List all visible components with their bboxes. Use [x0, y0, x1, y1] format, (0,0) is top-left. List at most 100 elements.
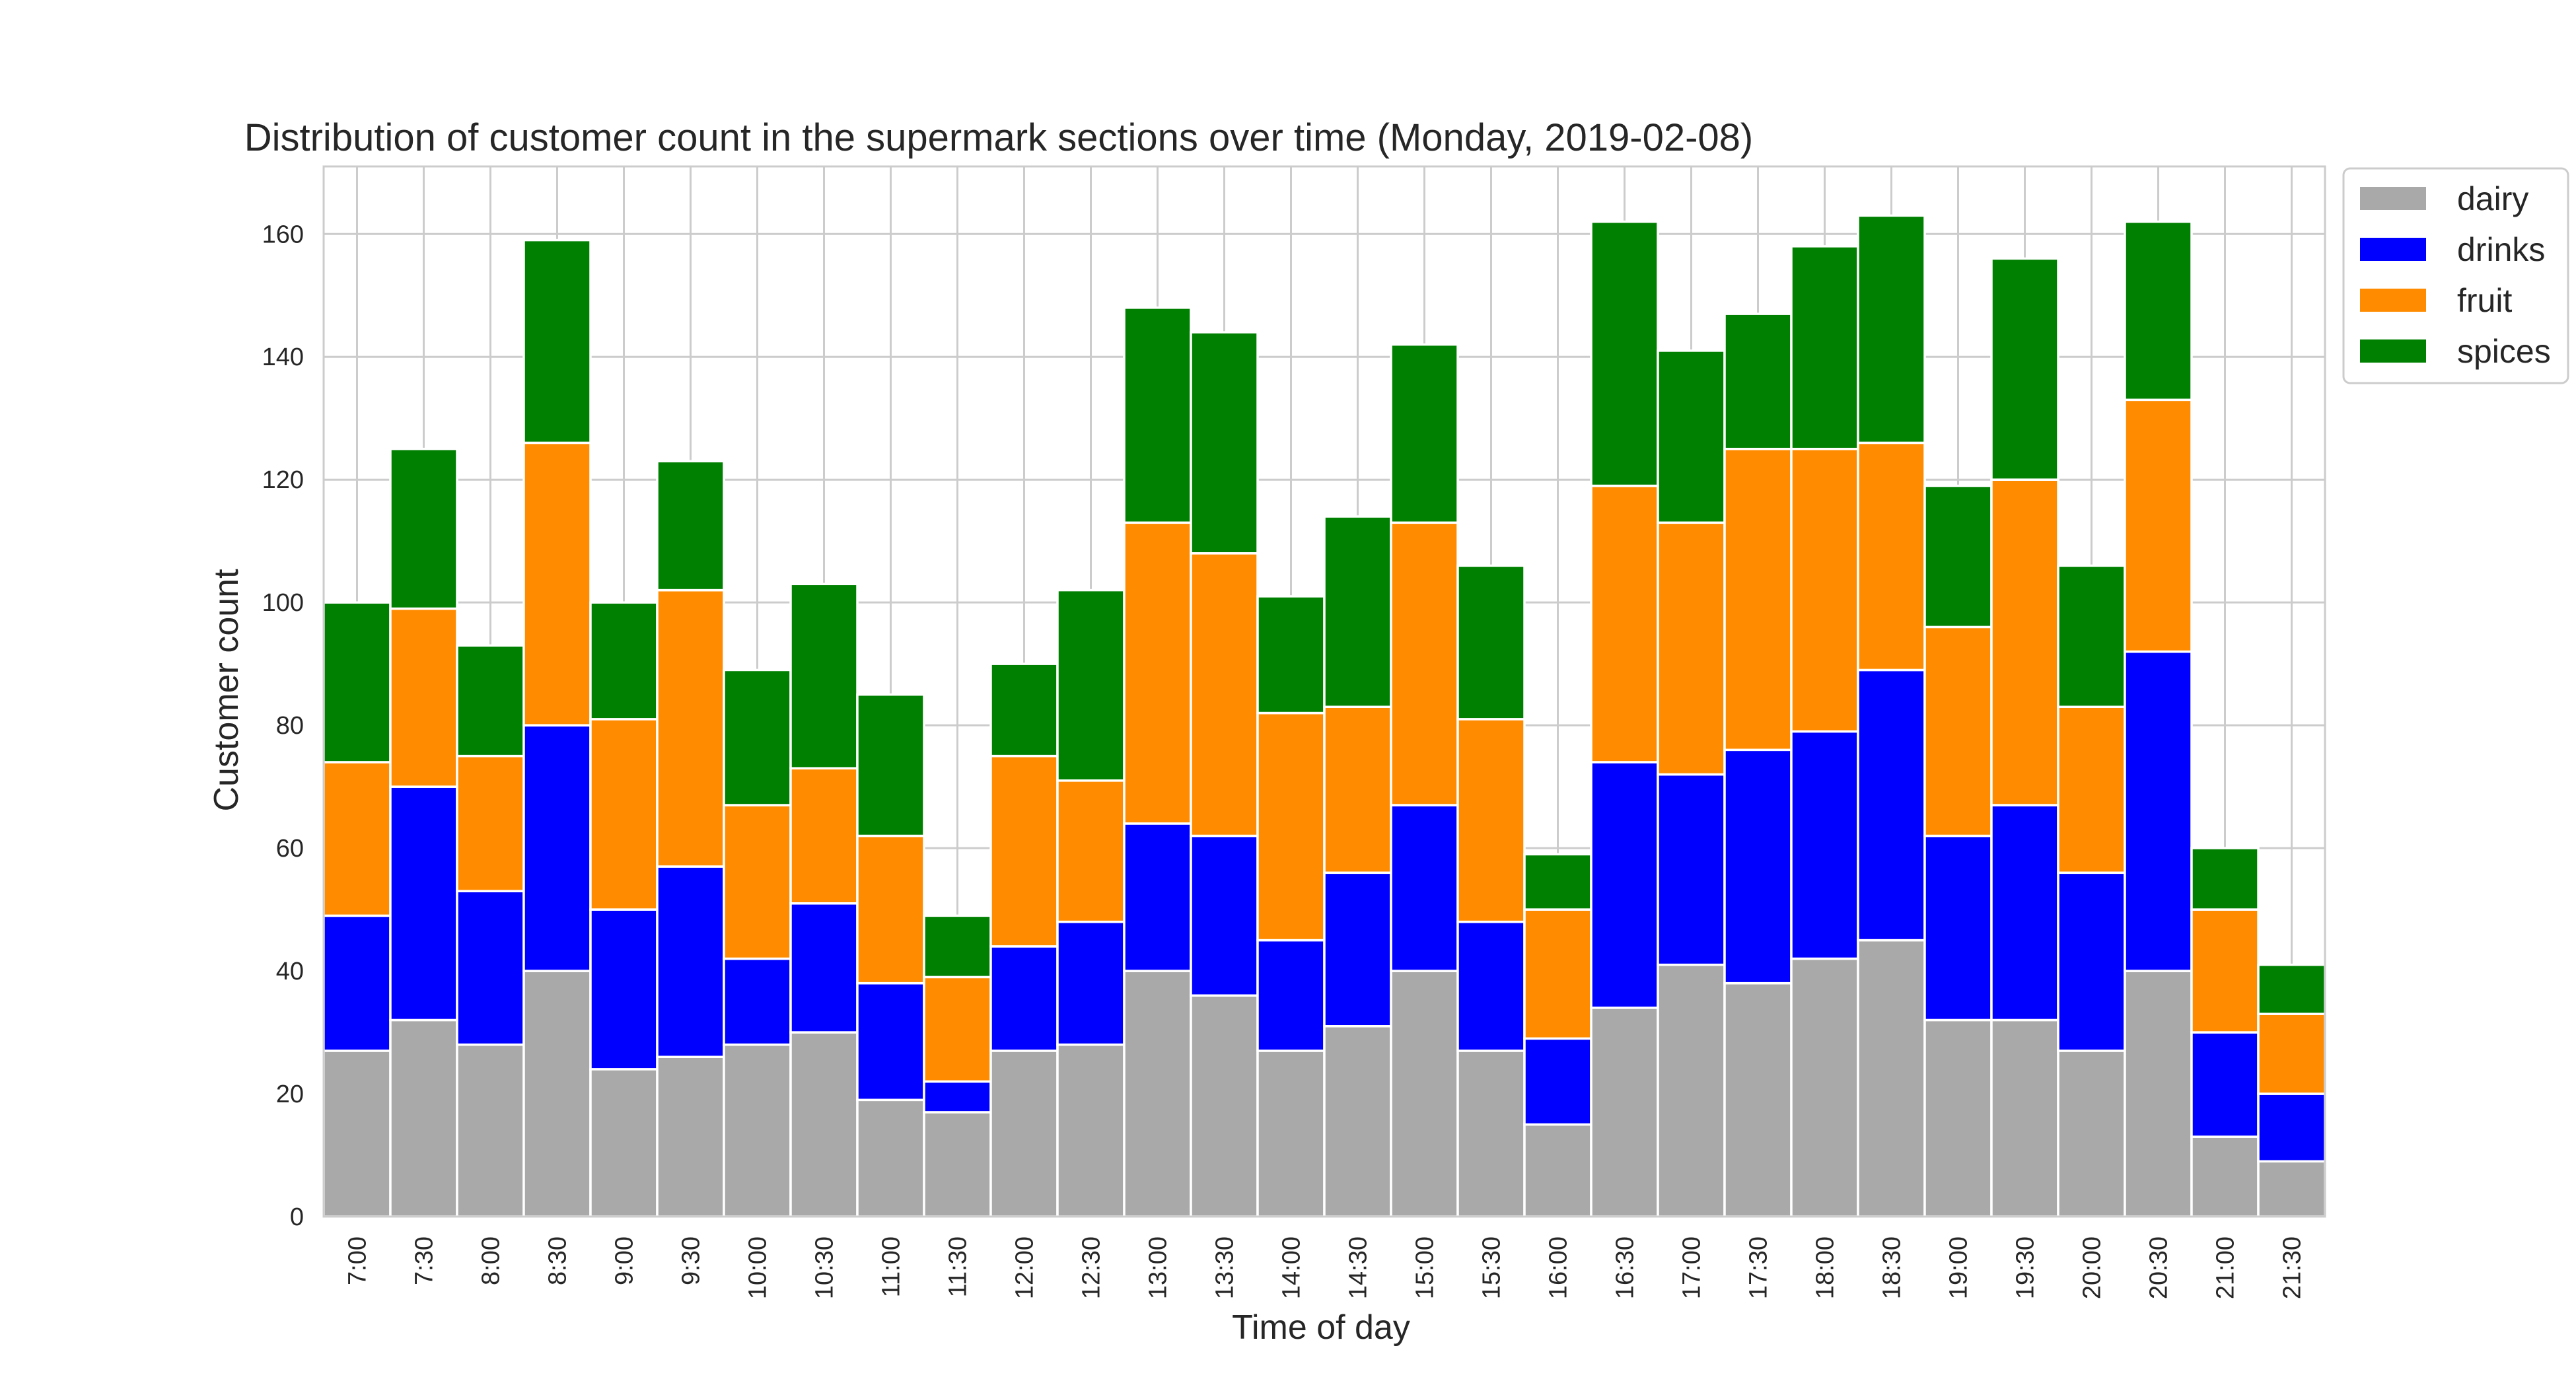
x-tick-label: 10:30	[811, 1236, 839, 1299]
y-tick-label: 0	[290, 1203, 304, 1231]
bar-spices	[989, 662, 1059, 758]
bar-spices	[656, 460, 725, 592]
bar-dairy	[1790, 957, 1859, 1218]
x-tick-label: 11:00	[878, 1236, 906, 1297]
bar-spices	[856, 693, 925, 837]
bar-spices	[1256, 595, 1326, 715]
legend-label-fruit: fruit	[2457, 282, 2512, 319]
bar-dairy	[856, 1098, 925, 1218]
bar-dairy	[1256, 1049, 1326, 1218]
bar-dairy	[1657, 964, 1726, 1218]
bar-fruit	[1923, 625, 1993, 837]
bar-fruit	[656, 588, 725, 868]
bar-spices	[1790, 245, 1859, 450]
bar-drinks	[2124, 650, 2193, 972]
bar-dairy	[1456, 1049, 1526, 1218]
bar-spices	[389, 447, 458, 610]
bar-drinks	[789, 902, 859, 1034]
x-tick-label: 15:00	[1412, 1236, 1439, 1299]
y-axis-label: Customer count	[207, 569, 246, 812]
bar-drinks	[1923, 834, 1993, 1022]
bar-dairy	[2257, 1160, 2326, 1218]
bar-drinks	[1190, 834, 1259, 997]
x-tick-label: 7:00	[344, 1236, 372, 1285]
bar-drinks	[1857, 668, 1926, 942]
bar-spices	[1523, 853, 1592, 911]
bar-drinks	[1723, 748, 1793, 985]
x-tick-label: 12:00	[1011, 1236, 1039, 1299]
legend-swatch-spices	[2360, 339, 2426, 363]
x-tick-label: 16:00	[1545, 1236, 1573, 1299]
bar-drinks	[1123, 822, 1192, 972]
bar-spices	[456, 644, 525, 758]
x-axis-label: Time of day	[1232, 1308, 1410, 1347]
bar-dairy	[656, 1055, 725, 1218]
x-tick-label: 9:30	[678, 1236, 705, 1285]
chart-title: Distribution of customer count in the su…	[244, 116, 1754, 159]
bar-fruit	[2057, 705, 2126, 874]
bar-dairy	[1590, 1007, 1659, 1218]
bar-spices	[1123, 306, 1192, 524]
x-tick-label: 11:30	[945, 1236, 972, 1297]
bar-fruit	[322, 761, 392, 917]
bar-dairy	[2190, 1135, 2260, 1218]
bar-spices	[1990, 257, 2059, 481]
plot-area-frame	[322, 165, 2326, 1218]
y-tick-label: 80	[276, 712, 304, 740]
y-tick-label: 40	[276, 958, 304, 985]
bar-spices	[2190, 847, 2260, 911]
bar-spices	[923, 914, 992, 979]
bar-fruit	[989, 754, 1059, 948]
bar-drinks	[1590, 761, 1659, 1009]
bar-fruit	[589, 718, 659, 911]
bar-fruit	[389, 607, 458, 788]
bar-dairy	[1923, 1018, 1993, 1218]
x-tick-label: 20:30	[2145, 1236, 2173, 1299]
bar-fruit	[1056, 779, 1126, 923]
x-tick-label: 9:00	[611, 1236, 639, 1285]
bar-drinks	[989, 945, 1059, 1052]
bar-spices	[1190, 331, 1259, 555]
x-tick-label: 12:30	[1078, 1236, 1106, 1299]
y-tick-label: 120	[262, 466, 304, 494]
legend-swatch-fruit	[2360, 289, 2426, 312]
bar-spices	[1723, 312, 1793, 450]
bar-drinks	[923, 1080, 992, 1114]
bar-dairy	[723, 1043, 792, 1218]
bar-spices	[2124, 220, 2193, 402]
bar-drinks	[1456, 920, 1526, 1052]
legend-swatch-drinks	[2360, 238, 2426, 261]
bar-drinks	[656, 865, 725, 1058]
bar-drinks	[856, 981, 925, 1102]
bar-drinks	[589, 908, 659, 1071]
y-tick-label: 20	[276, 1081, 304, 1108]
bar-drinks	[522, 724, 592, 972]
bar-spices	[1857, 214, 1926, 445]
bars-layer	[322, 214, 2326, 1218]
bar-drinks	[2257, 1092, 2326, 1163]
bar-spices	[1456, 564, 1526, 721]
bar-fruit	[522, 441, 592, 727]
bar-drinks	[1256, 939, 1326, 1052]
bar-spices	[1657, 349, 1726, 524]
bar-fruit	[856, 834, 925, 985]
x-tick-label: 10:00	[744, 1236, 772, 1299]
bar-spices	[1390, 343, 1459, 524]
y-tick-label: 60	[276, 835, 304, 863]
x-tick-label: 7:30	[411, 1236, 439, 1285]
bar-dairy	[1056, 1043, 1126, 1218]
bar-spices	[1923, 484, 1993, 629]
legend-swatch-dairy	[2360, 187, 2426, 210]
bar-fruit	[2190, 908, 2260, 1034]
bar-drinks	[322, 914, 392, 1052]
bar-drinks	[1323, 871, 1392, 1028]
bar-drinks	[1056, 920, 1126, 1046]
bar-fruit	[1857, 441, 1926, 672]
bar-spices	[1323, 515, 1392, 708]
bar-fruit	[923, 976, 992, 1083]
bar-fruit	[1523, 908, 1592, 1040]
x-tick-label: 13:30	[1211, 1236, 1239, 1299]
bar-fruit	[2257, 1013, 2326, 1095]
y-tick-label: 160	[262, 221, 304, 248]
bar-spices	[322, 601, 392, 764]
